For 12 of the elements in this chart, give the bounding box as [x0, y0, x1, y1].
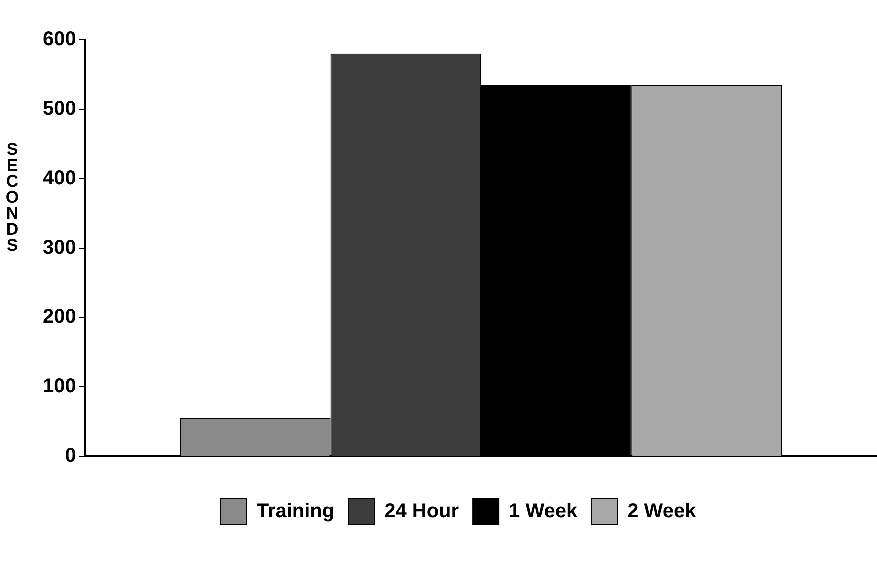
- legend-label: 24 Hour: [384, 500, 460, 523]
- y-axis-title: SECONDS: [2, 140, 23, 252]
- legend-label: 1 Week: [509, 500, 578, 523]
- y-tick-label: 400: [42, 167, 76, 190]
- y-tick-label: 200: [42, 306, 76, 328]
- y-tick-label: 600: [42, 28, 76, 51]
- y-tick-label: 500: [42, 98, 76, 120]
- legend-label: 2 Week: [628, 500, 698, 523]
- y-tick-label: 0: [65, 445, 76, 468]
- y-tick-label: 300: [42, 236, 76, 259]
- y-tick-label: 100: [42, 376, 76, 398]
- legend-label: Training: [256, 500, 335, 523]
